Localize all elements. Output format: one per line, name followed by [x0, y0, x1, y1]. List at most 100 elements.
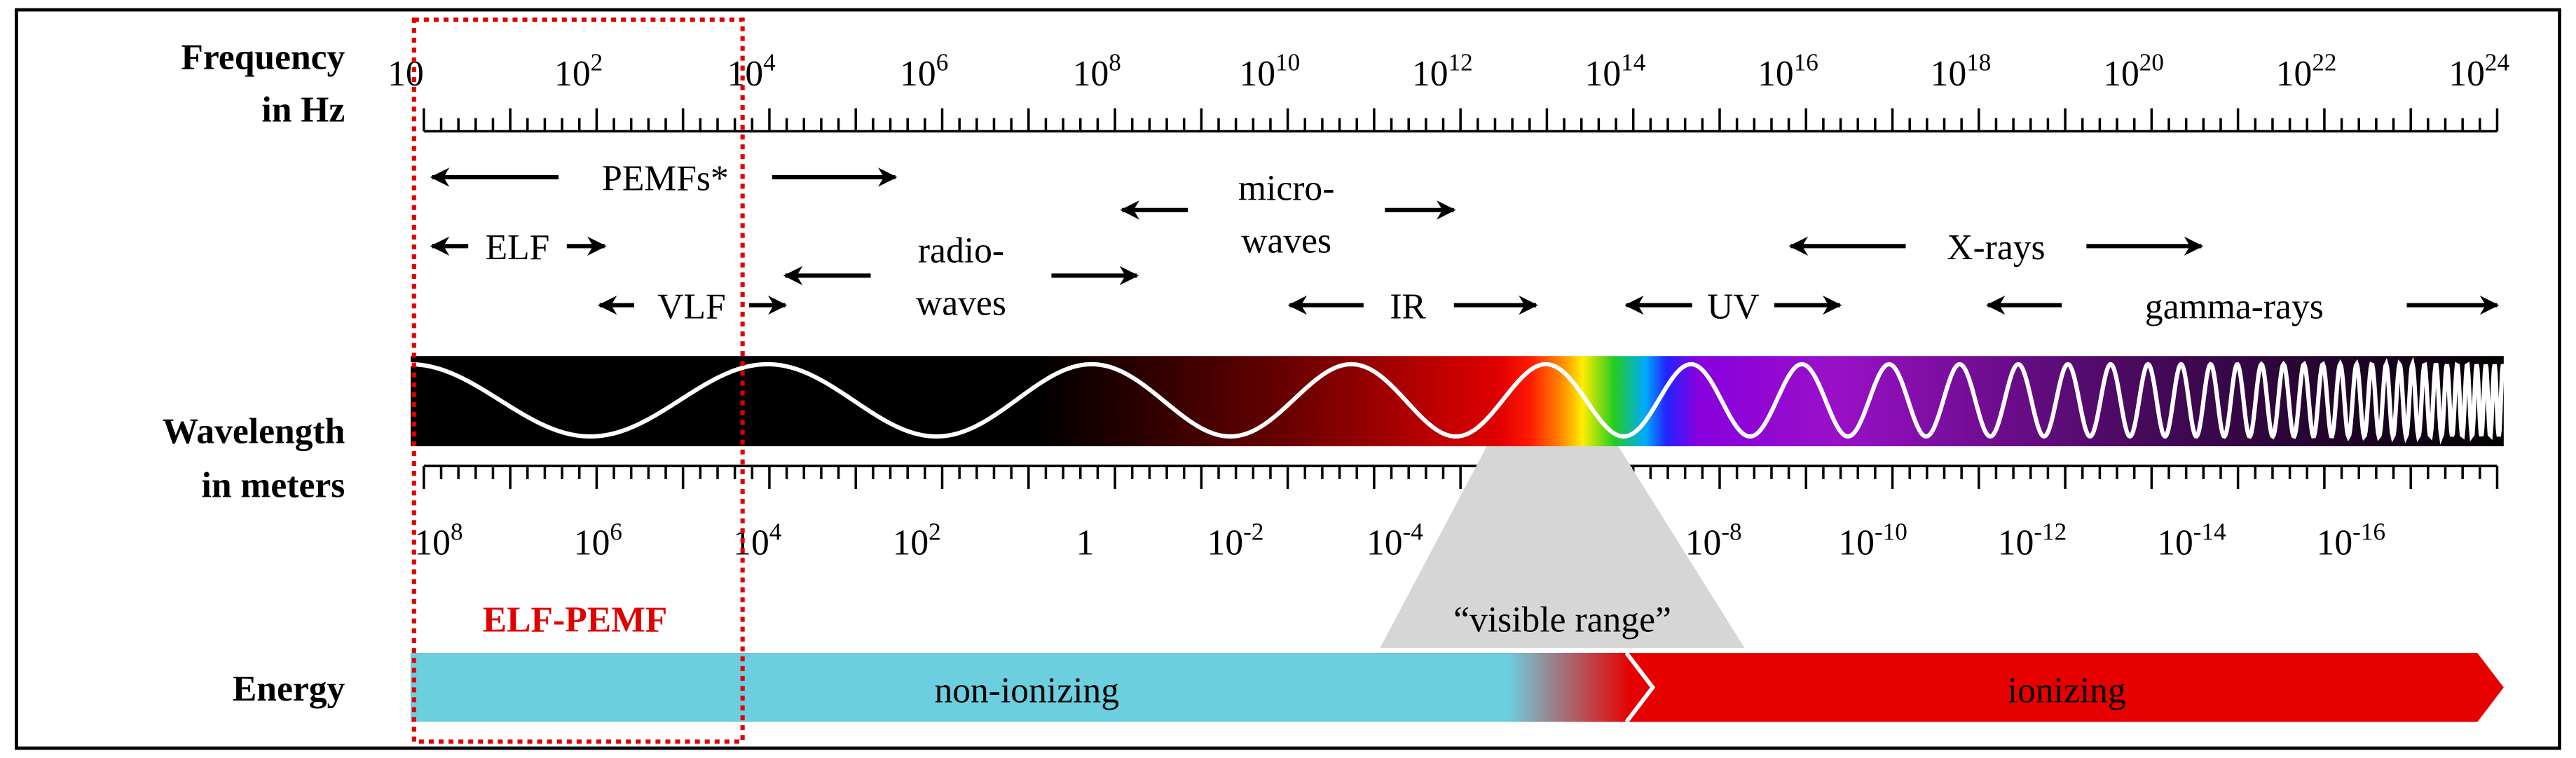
label: Wavelength	[163, 411, 345, 451]
tick-base: 10	[2448, 54, 2485, 94]
tick-label: 108	[1073, 49, 1121, 94]
tick-base: 10	[1412, 54, 1448, 94]
tick-exponent: 4	[763, 49, 776, 76]
visible-range-label: “visible range”	[1453, 600, 1671, 640]
tick-exponent: -10	[1875, 518, 1907, 546]
band-label: ELF	[486, 228, 550, 268]
tick-label: 10	[388, 54, 424, 94]
tick-label: 10-4	[1366, 518, 1423, 563]
label: Frequency	[181, 37, 345, 77]
tick-label: 104	[727, 49, 776, 94]
tick-label: 102	[554, 49, 603, 94]
tick-label: 106	[900, 49, 948, 94]
tick-label: 102	[893, 518, 941, 563]
tick-exponent: -12	[2034, 518, 2067, 546]
tick-label: 1	[1076, 523, 1095, 563]
tick-label: 1018	[1931, 49, 1992, 94]
band-label: gamma-rays	[2145, 287, 2324, 326]
tick-label: 10-10	[1838, 518, 1907, 563]
tick-base: 10	[1838, 523, 1875, 563]
tick-base: 10	[893, 523, 929, 563]
energy-bar	[411, 653, 1653, 722]
tick-exponent: 20	[2139, 49, 2164, 76]
band-label: PEMFs*	[602, 159, 729, 199]
tick-exponent: -8	[1721, 518, 1741, 546]
tick-base: 10	[1585, 54, 1622, 94]
label: in Hz	[261, 90, 345, 130]
tick-label: 104	[733, 518, 782, 563]
band-label: radio-	[918, 231, 1004, 271]
tick-base: 10	[2157, 523, 2193, 563]
energy-label: ionizing	[2008, 670, 2126, 710]
tick-exponent: 4	[769, 518, 782, 546]
tick-label: 1014	[1585, 49, 1646, 94]
band-label: waves	[1241, 221, 1331, 261]
tick-label: 10-14	[2157, 518, 2226, 563]
tick-label: 1012	[1412, 49, 1473, 94]
tick-base: 10	[1998, 523, 2034, 563]
visible-range-shape	[1380, 446, 1745, 649]
label: in meters	[202, 466, 345, 506]
tick-label: 10-12	[1998, 518, 2067, 563]
highlight-label: ELF-PEMF	[483, 600, 668, 640]
tick-base: 10	[414, 523, 451, 563]
band-label: micro-	[1238, 169, 1334, 209]
tick-base: 10	[1931, 54, 1967, 94]
label: Energy	[233, 669, 345, 709]
tick-base: 1	[1076, 523, 1095, 563]
tick-exponent: 6	[610, 518, 622, 546]
tick-exponent: 22	[2312, 49, 2336, 76]
tick-base: 10	[554, 54, 591, 94]
tick-base: 10	[2317, 523, 2353, 563]
tick-base: 10	[2103, 54, 2139, 94]
band-label: VLF	[657, 287, 725, 326]
tick-exponent: 8	[451, 518, 463, 546]
tick-base: 10	[900, 54, 936, 94]
tick-label: 10-16	[2317, 518, 2385, 563]
tick-label: 1020	[2103, 49, 2164, 94]
band-label: IR	[1390, 287, 1426, 326]
tick-exponent: 6	[936, 49, 949, 76]
tick-exponent: -16	[2352, 518, 2385, 546]
tick-label: 108	[414, 518, 463, 563]
tick-label: 10-2	[1207, 518, 1264, 563]
energy-label: non-ionizing	[934, 670, 1119, 710]
tick-exponent: -4	[1403, 518, 1424, 546]
tick-base: 10	[1239, 54, 1275, 94]
tick-base: 10	[574, 523, 610, 563]
tick-label: 1016	[1758, 49, 1818, 94]
tick-exponent: 24	[2485, 49, 2510, 76]
tick-exponent: 2	[591, 49, 603, 76]
tick-base: 10	[1073, 54, 1109, 94]
tick-exponent: 10	[1275, 49, 1300, 76]
tick-label: 1010	[1239, 49, 1300, 94]
band-label: waves	[916, 284, 1006, 324]
highlight-box	[411, 18, 745, 744]
tick-exponent: 2	[929, 518, 941, 546]
tick-base: 10	[388, 54, 424, 94]
tick-base: 10	[733, 523, 769, 563]
tick-exponent: 12	[1448, 49, 1473, 76]
tick-exponent: -14	[2193, 518, 2226, 546]
tick-label: 1024	[2448, 49, 2509, 94]
tick-exponent: 14	[1621, 49, 1646, 76]
tick-base: 10	[727, 54, 764, 94]
tick-exponent: -2	[1243, 518, 1263, 546]
band-label: X-rays	[1947, 228, 2045, 268]
tick-base: 10	[1207, 523, 1244, 563]
band-label: UV	[1707, 287, 1759, 326]
tick-base: 10	[1366, 523, 1403, 563]
tick-exponent: 18	[1966, 49, 1991, 76]
tick-base: 10	[2276, 54, 2313, 94]
tick-label: 106	[574, 518, 622, 563]
wave	[411, 357, 2506, 445]
chevron	[1624, 652, 1656, 724]
tick-label: 10-8	[1685, 518, 1742, 563]
tick-label: 1022	[2276, 49, 2337, 94]
tick-base: 10	[1685, 523, 1722, 563]
tick-exponent: 16	[1794, 49, 1818, 76]
tick-base: 10	[1758, 54, 1794, 94]
tick-exponent: 8	[1109, 49, 1121, 76]
